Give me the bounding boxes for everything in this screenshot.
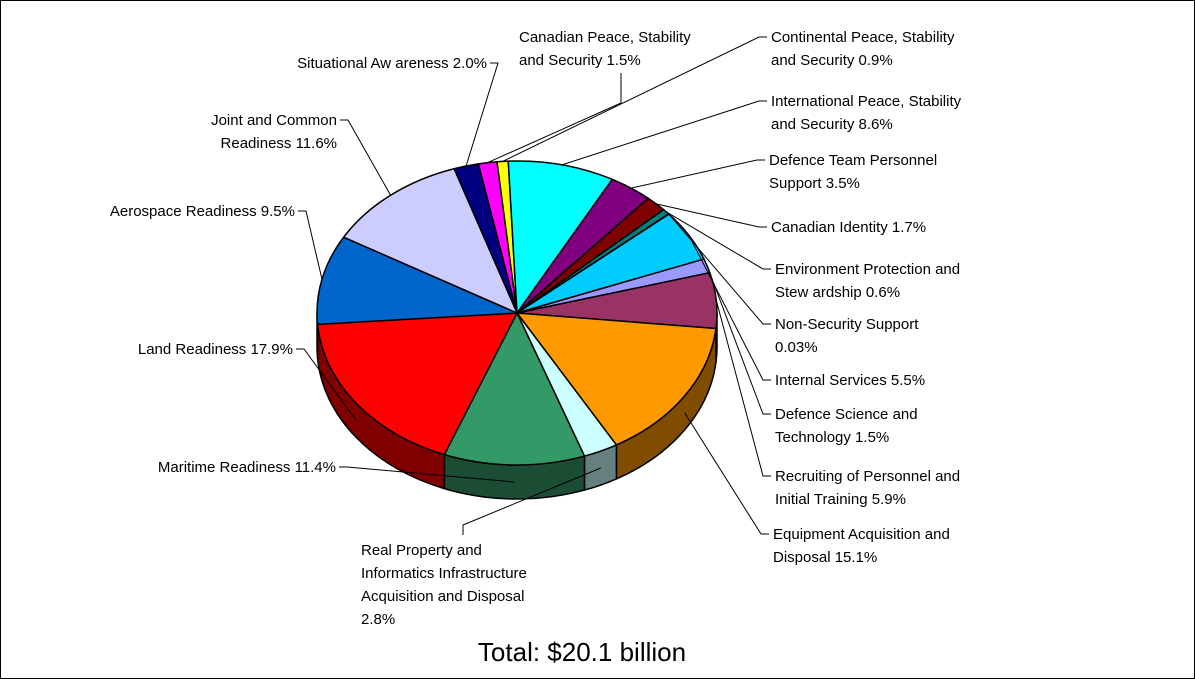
slice-label-11: Equipment Acquisition and Disposal 15.1% (773, 526, 950, 566)
leader-line-13 (339, 466, 515, 483)
leader-line-4 (630, 159, 765, 189)
leader-line-2 (502, 36, 767, 162)
pie-sides (316, 312, 718, 500)
slice-label-8: Internal Services 5.5% (775, 372, 925, 389)
leader-line-12 (462, 467, 601, 535)
slice-label-10: Recruiting of Personnel and Initial Train… (775, 468, 960, 508)
leader-line-5 (656, 203, 767, 228)
slice-label-14: Land Readiness 17.9% (138, 341, 293, 358)
slice-label-0: Situational Aw areness 2.0% (297, 55, 487, 72)
pie-slice-13 (443, 312, 586, 466)
slice-label-13: Maritime Readiness 11.4% (158, 459, 336, 476)
pie-tops (316, 160, 718, 466)
leader-line-6 (665, 211, 771, 270)
slice-label-12: Real Property and Informatics Infrastruct… (361, 542, 527, 628)
slice-label-4: Defence Team Personnel Support 3.5% (769, 152, 937, 192)
pie-slice-14 (316, 312, 518, 456)
leader-lines (296, 36, 771, 535)
leader-line-10 (715, 300, 771, 477)
slice-label-3: International Peace, Stability and Securi… (771, 93, 962, 133)
pie-slice-16 (342, 167, 518, 314)
leader-line-16 (340, 119, 392, 196)
leader-line-1 (487, 73, 622, 164)
pie-slice-11 (516, 312, 717, 446)
leader-line-0 (465, 62, 499, 167)
leader-line-7 (668, 213, 771, 325)
leader-line-14 (296, 348, 357, 421)
leader-line-9 (706, 265, 771, 415)
leader-line-11 (684, 412, 769, 535)
slice-label-16: Joint and Common Readiness 11.6% (211, 112, 337, 152)
slice-label-6: Environment Protection and Stew ardship 0… (775, 261, 960, 301)
slice-labels: Situational Aw areness 2.0% Canadian Peac… (110, 29, 962, 628)
slice-label-9: Defence Science and Technology 1.5% (775, 406, 918, 446)
leader-line-3 (561, 100, 767, 166)
chart-total: Total: $20.1 billion (478, 637, 686, 667)
slice-label-15: Aerospace Readiness 9.5% (110, 203, 295, 220)
leader-line-15 (298, 210, 323, 280)
slice-label-2: Continental Peace, Stability and Security… (771, 29, 955, 69)
slice-label-7: Non-Security Support 0.03% (775, 316, 919, 356)
slice-label-5: Canadian Identity 1.7% (771, 219, 926, 236)
slice-label-1: Canadian Peace, Stability and Security 1.… (519, 29, 691, 69)
